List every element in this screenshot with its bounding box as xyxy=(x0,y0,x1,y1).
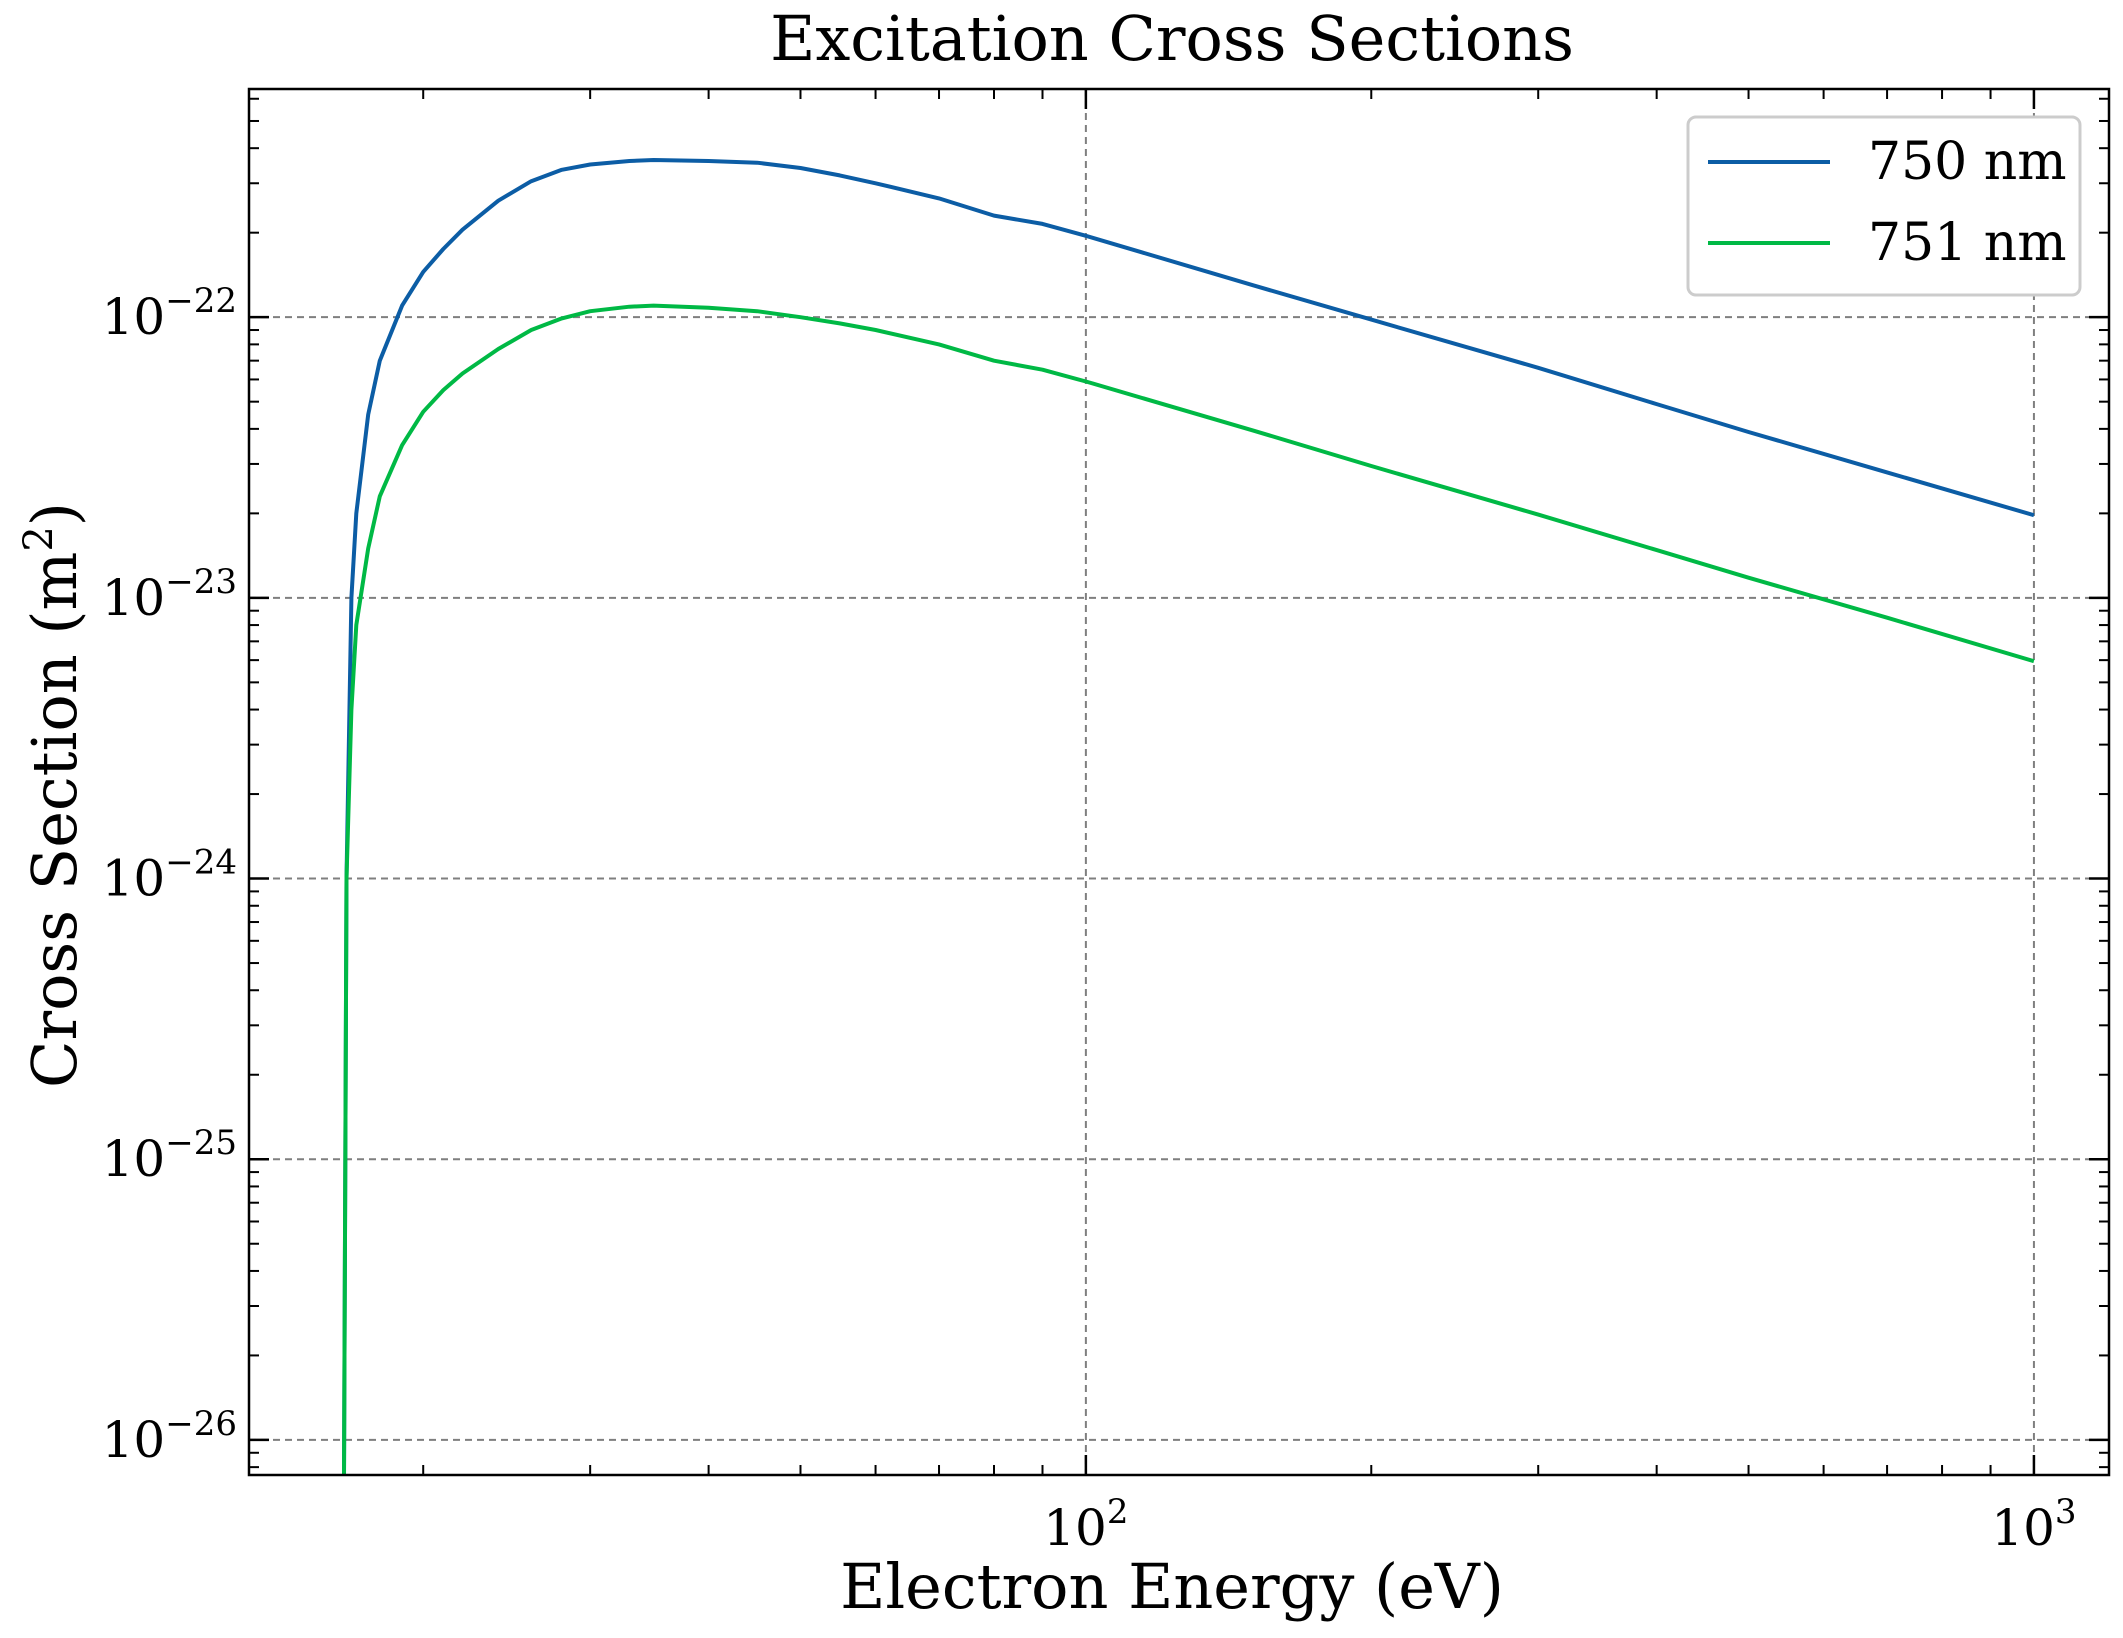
y-tick-label-exponent: −25 xyxy=(165,1123,237,1163)
chart-title: Excitation Cross Sections xyxy=(770,2,1574,75)
x-axis-label: Electron Energy (eV) xyxy=(840,1550,1504,1623)
x-tick-label: 103 xyxy=(1991,1492,2076,1557)
x-tick-label-base: 10 xyxy=(1991,1499,2055,1557)
x-tick-label-exponent: 3 xyxy=(2055,1492,2077,1532)
y-tick-label: 10−22 xyxy=(102,281,237,346)
y-tick-label-base: 10 xyxy=(102,288,166,346)
series-line-750-nm xyxy=(342,158,2035,1476)
x-tick-label: 102 xyxy=(1043,1492,1128,1557)
y-tick-label: 10−23 xyxy=(102,562,237,627)
y-tick-label-exponent: −22 xyxy=(165,281,237,321)
y-tick-label-base: 10 xyxy=(102,850,166,908)
y-axis-label: Cross Section (m2) xyxy=(16,502,91,1088)
legend: 750 nm 751 nm xyxy=(1686,115,2082,297)
legend-label-750-nm: 750 nm xyxy=(1868,132,2067,192)
y-tick-label-base: 10 xyxy=(102,1411,166,1469)
y-tick-label-base: 10 xyxy=(102,1130,166,1188)
y-axis-label-text: Cross Section (m xyxy=(18,552,91,1088)
x-tick-label-exponent: 2 xyxy=(1107,1492,1129,1532)
y-axis-label-superscript: 2 xyxy=(16,526,62,551)
grid-layer xyxy=(249,89,2109,1475)
y-tick-label: 10−24 xyxy=(102,843,237,908)
tick-layer xyxy=(249,89,2109,1475)
y-tick-label-exponent: −23 xyxy=(165,562,237,602)
y-tick-label-exponent: −26 xyxy=(165,1404,237,1444)
y-tick-label-base: 10 xyxy=(102,569,166,627)
y-tick-label: 10−25 xyxy=(102,1123,237,1188)
legend-label-751-nm: 751 nm xyxy=(1868,213,2067,273)
plot-frame xyxy=(247,87,2111,1477)
x-tick-label-base: 10 xyxy=(1043,1499,1107,1557)
y-tick-label: 10−26 xyxy=(102,1404,237,1469)
y-tick-label-exponent: −24 xyxy=(165,843,237,883)
series-layer xyxy=(342,158,2035,1476)
series-line-751-nm xyxy=(342,303,2035,1476)
y-axis-label-close: ) xyxy=(18,502,91,526)
